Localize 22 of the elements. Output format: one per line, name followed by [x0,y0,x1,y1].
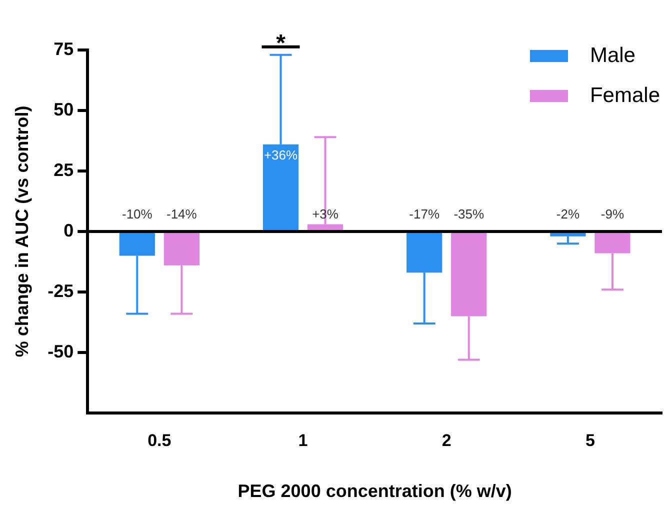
x-axis-title: PEG 2000 concentration (% w/v) [238,481,512,502]
x-tick-label: 5 [585,430,595,450]
y-tick-label: 75 [54,38,74,59]
x-tick-label: 1 [298,430,308,450]
y-tick-label: -25 [48,280,74,301]
y-tick-label: 25 [54,160,74,180]
data-label: -2% [556,206,580,222]
y-tick-label: 50 [54,99,74,120]
legend-label: Female [590,84,660,108]
y-tick-label: 0 [64,220,74,240]
x-tick-label: 0.5 [148,430,172,450]
y-axis-title: % change in AUC (vs control) [12,106,32,358]
data-label: +36% [264,147,298,162]
data-label: -10% [122,206,153,222]
x-tick-label: 2 [442,430,452,450]
data-label: -14% [166,206,198,222]
data-label: -9% [600,206,624,222]
y-tick-label: -50 [48,341,74,362]
data-label: -35% [454,206,484,222]
legend-label: Male [590,44,636,68]
annotation: * [276,30,286,57]
data-label: -17% [409,206,440,222]
